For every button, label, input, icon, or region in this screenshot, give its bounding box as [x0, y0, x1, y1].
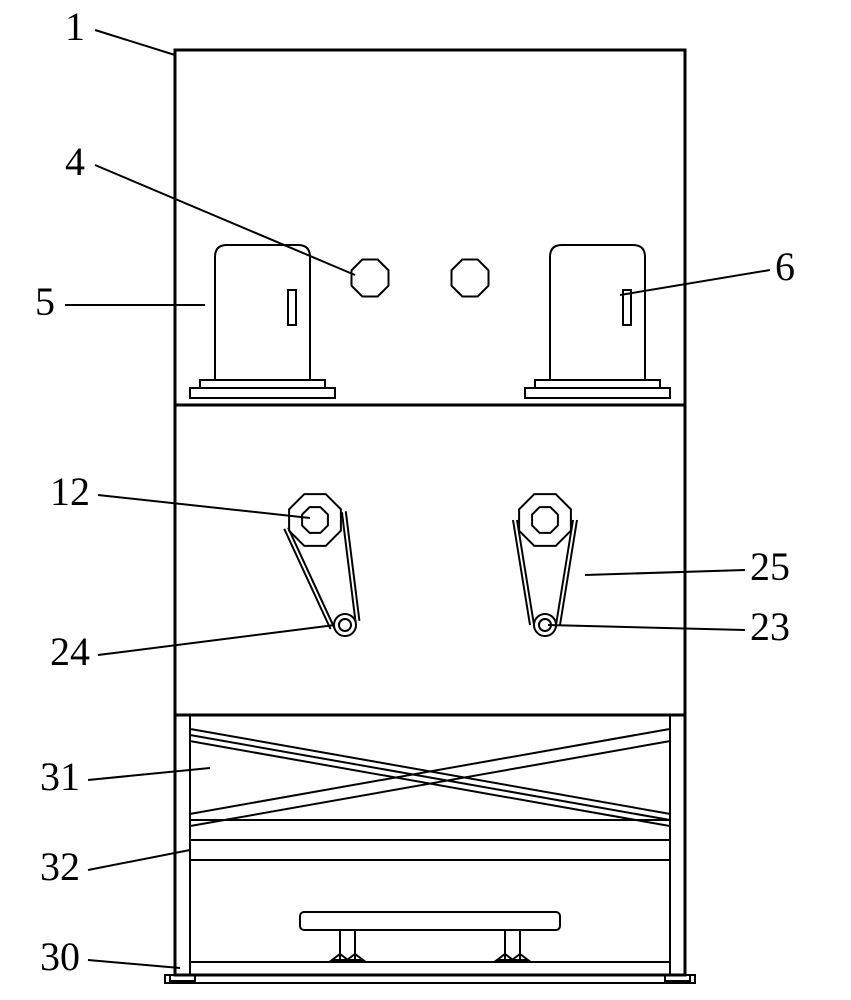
label-l25: 25 — [750, 544, 790, 589]
cross-brace-1 — [190, 735, 670, 820]
leader-l31 — [88, 768, 210, 780]
pulley-left — [284, 494, 359, 636]
oct_top_right-icon — [452, 260, 489, 297]
leader-l23 — [548, 625, 745, 630]
label-l12: 12 — [50, 469, 90, 514]
leader-l30 — [88, 960, 180, 968]
leader-l1 — [95, 30, 175, 55]
label-l30: 30 — [40, 934, 80, 979]
oct_top_left-icon — [352, 260, 389, 297]
platform-top — [300, 912, 560, 930]
motor-right — [525, 245, 670, 398]
label-l24: 24 — [50, 629, 90, 674]
label-l4: 4 — [65, 139, 85, 184]
pulley-right — [513, 494, 577, 636]
label-l5: 5 — [35, 279, 55, 324]
label-l1: 1 — [65, 4, 85, 49]
leader-l25 — [585, 570, 745, 575]
leader-l4 — [95, 165, 355, 275]
motor-left — [190, 245, 335, 398]
leader-l24 — [98, 625, 335, 655]
diagram-canvas: 1 4 5 6 12 25 23 24 31 32 30 — [0, 0, 851, 1000]
leader-l6 — [620, 270, 770, 295]
label-l31: 31 — [40, 754, 80, 799]
label-l6: 6 — [775, 244, 795, 289]
leader-l12 — [98, 495, 310, 518]
label-l32: 32 — [40, 844, 80, 889]
label-l23: 23 — [750, 604, 790, 649]
